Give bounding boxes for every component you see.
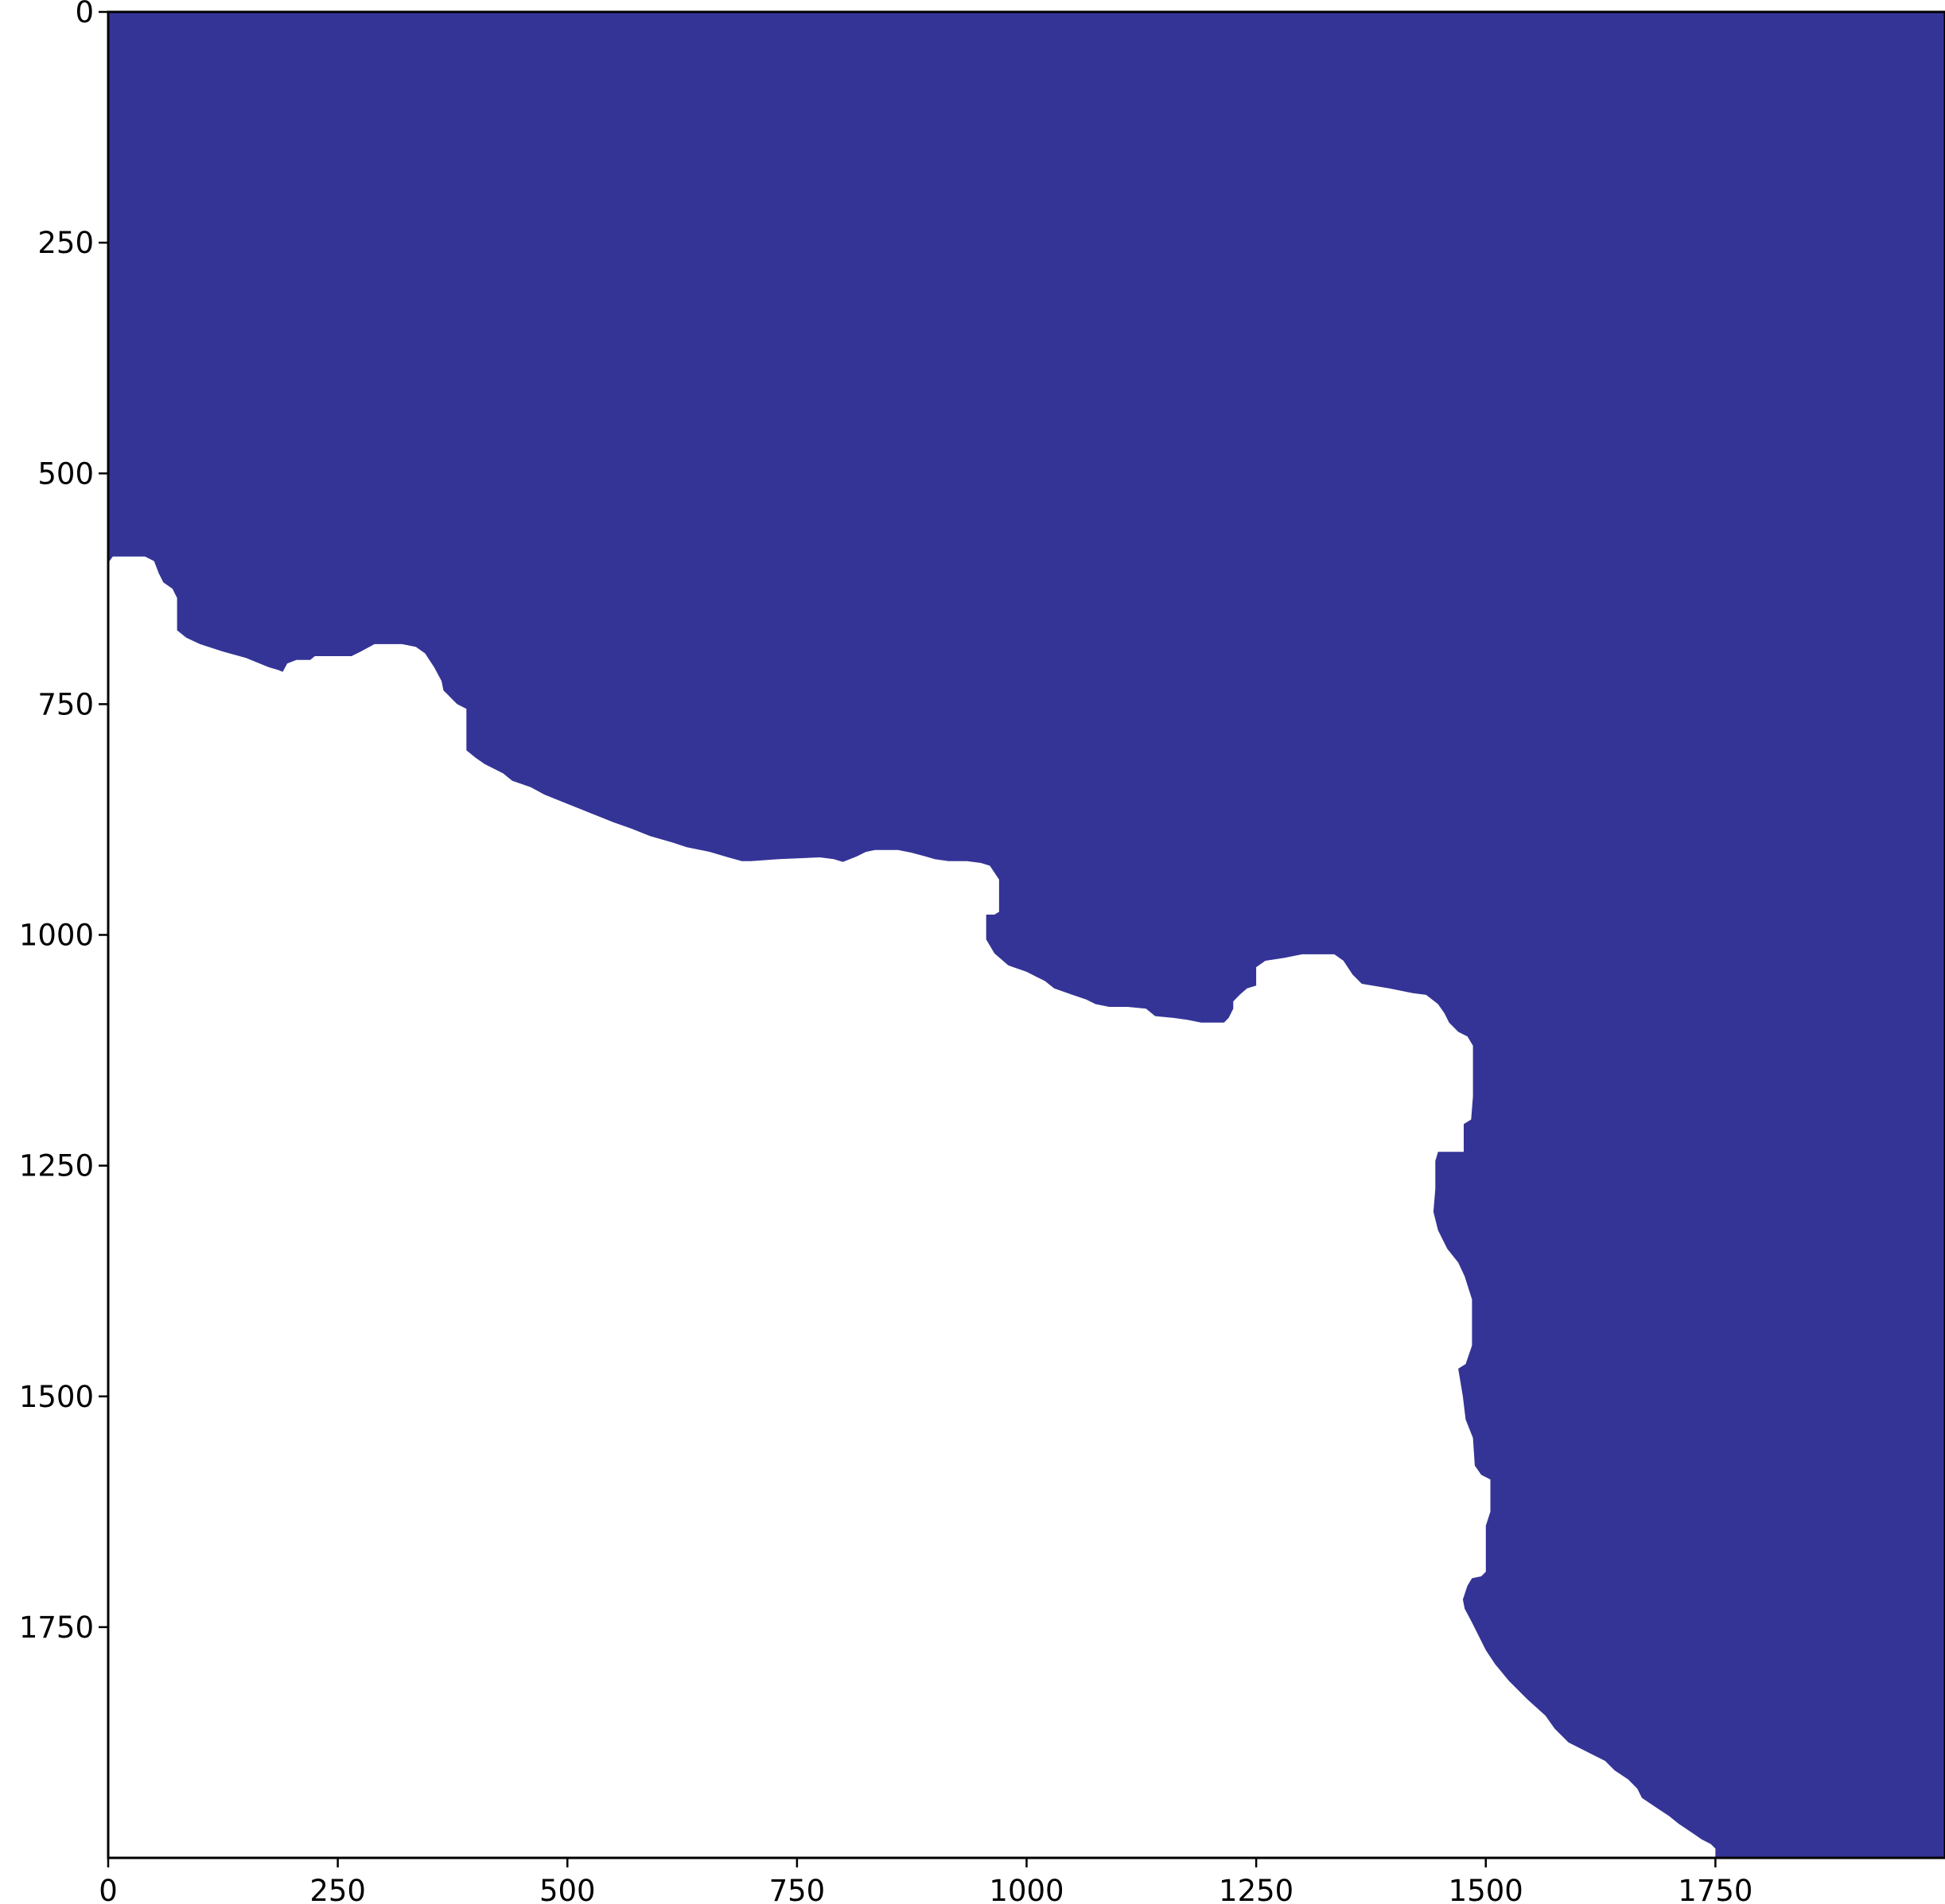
y-tick-label: 500 bbox=[37, 457, 94, 491]
x-tick-label: 0 bbox=[99, 1874, 118, 1904]
x-tick-label: 500 bbox=[539, 1874, 596, 1904]
masked-region bbox=[108, 12, 1945, 1858]
x-tick-label: 1500 bbox=[1449, 1874, 1523, 1904]
x-tick-label: 1250 bbox=[1219, 1874, 1293, 1904]
y-tick-label: 1500 bbox=[19, 1380, 94, 1414]
y-tick-label: 1750 bbox=[19, 1611, 94, 1645]
plot-area bbox=[107, 10, 1945, 1859]
y-tick-label: 1000 bbox=[19, 919, 94, 953]
y-axis: 0 250 500 750 1000 1250 1500 1750 bbox=[19, 0, 108, 1645]
y-tick-label: 250 bbox=[37, 226, 94, 260]
x-tick-label: 750 bbox=[769, 1874, 826, 1904]
x-tick-label: 250 bbox=[309, 1874, 366, 1904]
x-axis: 0 250 500 750 1000 1250 1500 1750 bbox=[99, 1858, 1752, 1904]
y-tick-label: 750 bbox=[37, 687, 94, 721]
y-tick-label: 0 bbox=[75, 0, 94, 29]
x-tick-label: 1750 bbox=[1678, 1874, 1752, 1904]
x-tick-label: 1000 bbox=[989, 1874, 1064, 1904]
y-tick-label: 1250 bbox=[19, 1149, 94, 1183]
